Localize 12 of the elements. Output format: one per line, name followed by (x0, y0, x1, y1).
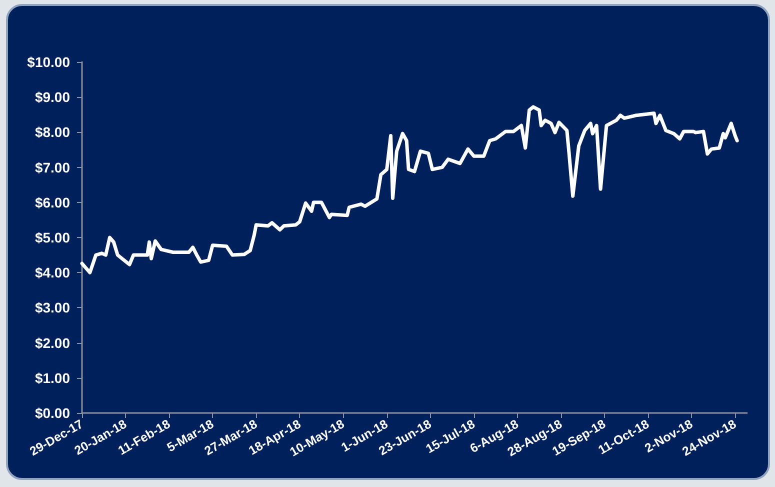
y-tick-label: $7.00 (34, 159, 70, 176)
y-tick-label: $1.00 (34, 370, 70, 386)
y-tick-label: $0.00 (34, 405, 70, 421)
line-series (80, 105, 739, 274)
y-tick-label: $10.00 (27, 54, 70, 70)
y-tick-label: $5.00 (34, 230, 70, 246)
y-tick-label: $3.00 (34, 300, 70, 316)
y-tick-label: $8.00 (34, 124, 70, 140)
y-tick-label: $9.00 (34, 89, 70, 106)
y-tick-label: $4.00 (34, 264, 70, 281)
y-tick-label: $2.00 (34, 334, 70, 351)
y-tick-label: $6.00 (34, 194, 70, 210)
